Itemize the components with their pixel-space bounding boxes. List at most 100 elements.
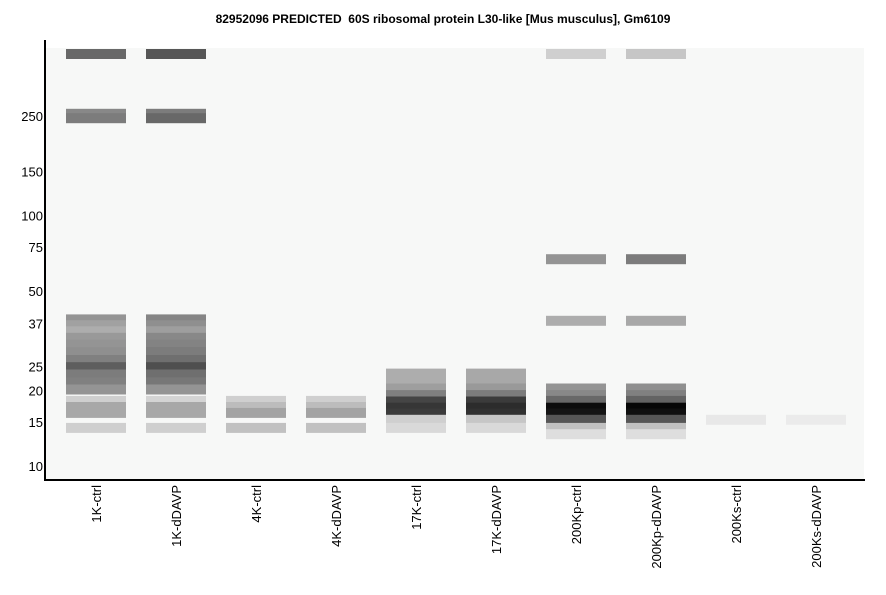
lane-label: 4K-ctrl bbox=[249, 485, 264, 523]
band-17K-dDAVP bbox=[466, 368, 526, 379]
band-17K-dDAVP bbox=[466, 376, 526, 387]
band-200Kp-dDAVP bbox=[626, 414, 686, 425]
band-4K-ctrl bbox=[226, 422, 286, 433]
band-17K-dDAVP bbox=[466, 422, 526, 433]
band-1K-dDAVP bbox=[146, 314, 206, 325]
lane-label: 4K-dDAVP bbox=[329, 485, 344, 547]
band-200Kp-dDAVP bbox=[626, 390, 686, 401]
band-17K-ctrl bbox=[386, 390, 446, 401]
band-200Kp-dDAVP bbox=[626, 422, 686, 433]
band-1K-ctrl bbox=[66, 395, 126, 406]
band-1K-dDAVP bbox=[146, 362, 206, 373]
band-1K-dDAVP bbox=[146, 402, 206, 412]
band-1K-ctrl bbox=[66, 362, 126, 373]
band-1K-dDAVP bbox=[146, 355, 206, 365]
band-1K-ctrl bbox=[66, 377, 126, 388]
band-17K-ctrl bbox=[386, 402, 446, 413]
band-1K-dDAVP bbox=[146, 113, 206, 124]
band-1K-ctrl bbox=[66, 347, 126, 358]
band-1K-dDAVP bbox=[146, 384, 206, 395]
band-1K-ctrl bbox=[66, 422, 126, 433]
y-tick-label: 20 bbox=[29, 384, 43, 399]
band-1K-dDAVP bbox=[146, 377, 206, 388]
band-17K-dDAVP bbox=[466, 383, 526, 394]
y-tick-label: 10 bbox=[29, 459, 43, 474]
band-200Kp-dDAVP bbox=[626, 408, 686, 419]
band-200Kp-ctrl bbox=[546, 395, 606, 406]
lane-label: 200Ks-ctrl bbox=[729, 485, 744, 544]
band-1K-ctrl bbox=[66, 113, 126, 124]
band-1K-dDAVP bbox=[146, 407, 206, 418]
band-1K-dDAVP bbox=[146, 49, 206, 59]
band-1K-dDAVP bbox=[146, 369, 206, 380]
band-200Kp-dDAVP bbox=[626, 383, 686, 394]
lane-label: 17K-ctrl bbox=[409, 485, 424, 530]
y-tick-label: 100 bbox=[21, 209, 43, 224]
y-tick-label: 25 bbox=[29, 359, 43, 374]
band-1K-dDAVP bbox=[146, 395, 206, 406]
band-17K-dDAVP bbox=[466, 396, 526, 407]
lane-label: 200Ks-dDAVP bbox=[809, 485, 824, 568]
lane-label: 1K-dDAVP bbox=[169, 485, 184, 547]
band-200Kp-dDAVP bbox=[626, 402, 686, 413]
lane-label: 200Kp-ctrl bbox=[569, 485, 584, 544]
lane-label-layer: 1K-ctrl 1K-dDAVP 4K-ctrl 4K-dDAVP 17K-ctrl 17… bbox=[89, 485, 824, 569]
band-4K-ctrl bbox=[226, 407, 286, 418]
band-1K-dDAVP bbox=[146, 347, 206, 358]
lane-label: 200Kp-dDAVP bbox=[649, 485, 664, 569]
band-200Kp-ctrl bbox=[546, 254, 606, 265]
y-tick-label: 15 bbox=[29, 415, 43, 430]
band-layer bbox=[66, 49, 846, 440]
band-4K-dDAVP bbox=[306, 407, 366, 418]
band-17K-ctrl bbox=[386, 414, 446, 425]
band-4K-ctrl bbox=[226, 402, 286, 412]
band-1K-ctrl bbox=[66, 384, 126, 395]
band-200Kp-ctrl bbox=[546, 429, 606, 440]
y-tick-layer: 250 150 100 75 50 37 25 20 15 10 bbox=[21, 109, 43, 474]
band-200Kp-ctrl bbox=[546, 408, 606, 419]
band-1K-dDAVP bbox=[146, 339, 206, 350]
band-200Kp-ctrl bbox=[546, 414, 606, 425]
band-1K-ctrl bbox=[66, 326, 126, 337]
band-17K-ctrl bbox=[386, 376, 446, 387]
band-17K-dDAVP bbox=[466, 414, 526, 425]
band-17K-dDAVP bbox=[466, 402, 526, 413]
y-tick-label: 75 bbox=[29, 240, 43, 255]
band-1K-dDAVP bbox=[146, 320, 206, 331]
band-1K-ctrl bbox=[66, 355, 126, 365]
band-200Ks-ctrl bbox=[706, 414, 766, 425]
band-4K-dDAVP bbox=[306, 402, 366, 412]
band-1K-ctrl bbox=[66, 314, 126, 325]
y-tick-label: 50 bbox=[29, 284, 43, 299]
band-4K-dDAVP bbox=[306, 422, 366, 433]
band-17K-dDAVP bbox=[466, 390, 526, 401]
band-1K-ctrl bbox=[66, 407, 126, 418]
band-200Kp-ctrl bbox=[546, 422, 606, 433]
band-4K-dDAVP bbox=[306, 395, 366, 406]
band-1K-ctrl bbox=[66, 339, 126, 350]
chart-title: 82952096 PREDICTED 60S ribosomal protein… bbox=[215, 12, 671, 26]
band-17K-ctrl bbox=[386, 396, 446, 407]
band-200Kp-ctrl bbox=[546, 315, 606, 326]
band-1K-dDAVP bbox=[146, 422, 206, 433]
band-17K-ctrl bbox=[386, 422, 446, 433]
band-17K-ctrl bbox=[386, 383, 446, 394]
band-200Kp-ctrl bbox=[546, 390, 606, 401]
band-1K-ctrl bbox=[66, 369, 126, 380]
band-1K-dDAVP bbox=[146, 326, 206, 337]
band-200Kp-dDAVP bbox=[626, 395, 686, 406]
band-17K-ctrl bbox=[386, 408, 446, 419]
band-1K-ctrl bbox=[66, 402, 126, 412]
band-1K-ctrl bbox=[66, 320, 126, 331]
y-tick-label: 150 bbox=[21, 165, 43, 180]
band-17K-dDAVP bbox=[466, 408, 526, 419]
band-1K-ctrl bbox=[66, 332, 126, 343]
band-200Kp-dDAVP bbox=[626, 315, 686, 326]
band-17K-ctrl bbox=[386, 368, 446, 379]
band-200Kp-dDAVP bbox=[626, 49, 686, 59]
lane-label: 17K-dDAVP bbox=[489, 485, 504, 554]
band-200Ks-dDAVP bbox=[786, 414, 846, 425]
band-200Kp-dDAVP bbox=[626, 429, 686, 440]
band-1K-ctrl bbox=[66, 49, 126, 59]
